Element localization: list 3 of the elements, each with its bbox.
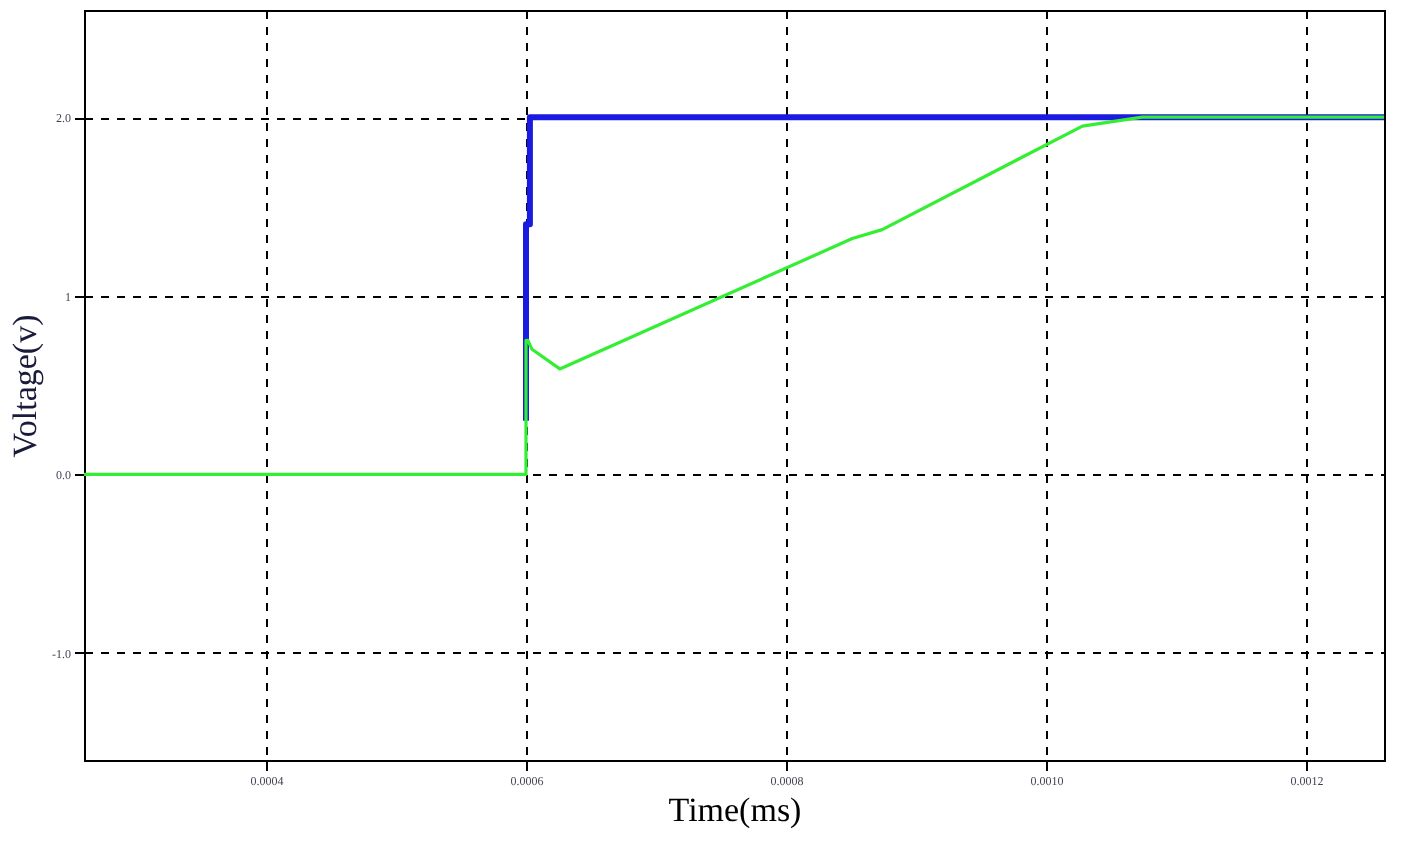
y-axis-title: Voltage(v) bbox=[6, 314, 44, 458]
line-series bbox=[82, 115, 1386, 476]
x-axis-title: Time(ms) bbox=[668, 791, 802, 829]
